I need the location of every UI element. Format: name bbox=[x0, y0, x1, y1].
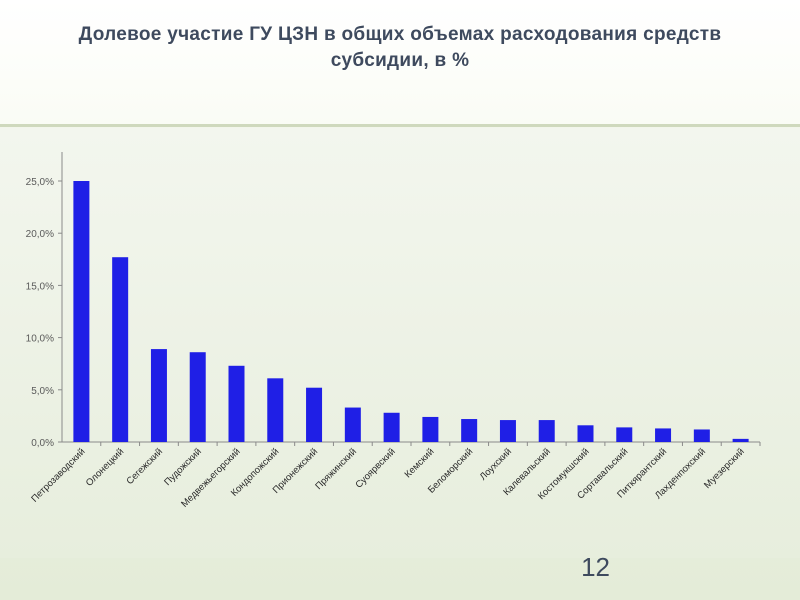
title-band: Долевое участие ГУ ЦЗН в общих объемах р… bbox=[0, 0, 800, 127]
bar bbox=[150, 349, 167, 442]
bar bbox=[344, 407, 361, 442]
bar bbox=[189, 352, 206, 442]
bar bbox=[422, 416, 439, 442]
y-tick-label: 15,0% bbox=[26, 281, 54, 292]
bar bbox=[383, 412, 400, 442]
bar bbox=[655, 428, 672, 442]
bar bbox=[732, 438, 749, 442]
x-tick-label: Олонецкий bbox=[84, 446, 126, 488]
slide-title: Долевое участие ГУ ЦЗН в общих объемах р… bbox=[78, 24, 722, 71]
bar bbox=[693, 429, 710, 442]
x-tick-label: Сегежский bbox=[124, 446, 165, 487]
y-tick-label: 0,0% bbox=[31, 438, 54, 449]
y-tick-label: 25,0% bbox=[26, 177, 54, 188]
bar bbox=[616, 427, 633, 442]
x-tick-label: Пудожский bbox=[162, 446, 204, 488]
x-tick-label: Суоярвский bbox=[353, 446, 397, 490]
bar bbox=[577, 425, 594, 442]
bar bbox=[499, 420, 516, 442]
x-tick-label: Лоухский bbox=[478, 446, 514, 482]
bar bbox=[228, 365, 245, 442]
bar bbox=[112, 257, 129, 442]
bar bbox=[73, 181, 90, 442]
x-tick-label: Кемский bbox=[403, 446, 437, 480]
y-tick-label: 20,0% bbox=[26, 229, 54, 240]
bar bbox=[306, 387, 323, 442]
y-tick-label: 10,0% bbox=[26, 334, 54, 345]
y-tick-label: 5,0% bbox=[31, 386, 54, 397]
bar bbox=[538, 420, 555, 442]
x-tick-label: Петрозаводский bbox=[29, 446, 87, 504]
chart-area bbox=[0, 128, 800, 558]
x-tick-label: Пряжинский bbox=[313, 446, 359, 492]
bar bbox=[267, 378, 284, 442]
page-number: 12 bbox=[581, 552, 610, 582]
x-tick-label: Муезерский bbox=[702, 446, 747, 491]
bar bbox=[461, 419, 478, 442]
